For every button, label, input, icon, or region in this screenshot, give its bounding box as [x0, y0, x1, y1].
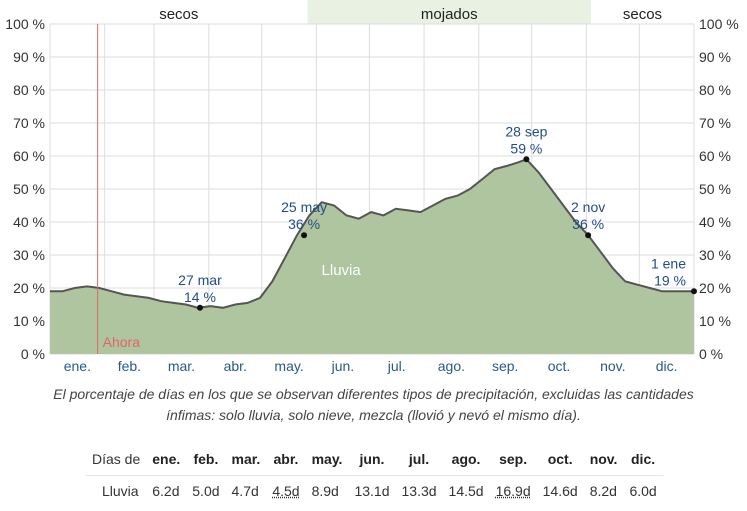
y-tick-left-10: 100 % [5, 16, 45, 32]
table-cell: 5.0d [186, 475, 226, 503]
y-tick-left-6: 60 % [13, 148, 45, 164]
table-cell: 14.5d [442, 475, 490, 503]
y-tick-right-8: 80 % [699, 82, 731, 98]
y-tick-left-9: 90 % [13, 49, 45, 65]
x-tick-5: jun. [331, 358, 355, 374]
y-tick-right-0: 0 % [699, 346, 723, 362]
table-month-header: mar. [231, 451, 261, 467]
rain-days-table: Días de ene. feb. mar. abr. may. jun. jul. ago.… [86, 448, 663, 503]
x-tick-3: abr. [224, 358, 247, 374]
y-tick-left-3: 30 % [13, 247, 45, 263]
table-month-header: sep. [499, 451, 528, 467]
table-month-header: jul. [408, 451, 430, 467]
x-tick-2: mar. [168, 358, 195, 374]
season-bands: secos mojados secos [159, 0, 662, 24]
y-axis-left: 0 % 10 % 20 % 30 % 40 % 50 % 60 % 70 % 80 % 90 % 1… [5, 16, 45, 362]
band-label-0: secos [159, 6, 198, 23]
band-label-2: secos [623, 6, 662, 23]
series-label: Lluvia [322, 262, 362, 279]
table-header-label: Días de [92, 451, 141, 467]
y-tick-right-9: 90 % [699, 49, 731, 65]
table-row-label: Lluvia [86, 475, 147, 503]
annotation-date-1: 25 may [281, 199, 327, 215]
x-tick-11: dic. [656, 358, 678, 374]
y-tick-right-4: 40 % [699, 214, 731, 230]
y-tick-right-3: 30 % [699, 247, 731, 263]
annotation-date-0: 27 mar [178, 272, 222, 288]
annotation-dot-0 [196, 304, 203, 311]
annotation-value-0: 14 % [184, 289, 216, 305]
table-cell: 14.6d [536, 475, 584, 503]
table-month-header: abr. [273, 451, 299, 467]
annotation-dot-3 [585, 232, 592, 239]
chart-caption: El porcentaje de días en los que se obse… [53, 386, 694, 423]
annotation-date-3: 2 nov [571, 199, 605, 215]
x-tick-7: ago. [438, 358, 465, 374]
y-tick-right-7: 70 % [699, 115, 731, 131]
annotation-value-2: 59 % [510, 140, 542, 156]
x-tick-0: ene. [64, 358, 91, 374]
table-cell: 6.2d [146, 475, 187, 503]
table-month-header: ago. [451, 451, 481, 467]
x-tick-4: may. [274, 358, 303, 374]
x-tick-9: oct. [548, 358, 571, 374]
x-tick-8: sep. [492, 358, 518, 374]
y-tick-right-1: 10 % [699, 313, 731, 329]
table-cell: 16.9d [489, 475, 537, 503]
table-cell: 8.2d [583, 475, 624, 503]
table-cell: 4.7d [225, 475, 267, 503]
table-cell: 6.0d [623, 475, 663, 503]
x-tick-1: feb. [118, 358, 141, 374]
annotation-date-2: 28 sep [505, 123, 547, 139]
x-axis: ene. feb. mar. abr. may. jun. jul. ago. sep. oct.… [64, 358, 678, 374]
table-month-header: feb. [193, 451, 219, 467]
y-tick-right-2: 20 % [699, 280, 731, 296]
table-cell: 13.3d [395, 475, 443, 503]
table-month-header: may. [311, 451, 343, 467]
table-cell: 8.9d [305, 475, 349, 503]
table-month-header: nov. [589, 451, 618, 467]
x-tick-6: jul. [387, 358, 406, 374]
precipitation-chart: secos mojados secos Ahora 0 % 10 % 20 % 30 % 4… [5, 0, 739, 374]
annotation-dot-4 [691, 288, 697, 295]
annotation-value-3: 36 % [572, 216, 604, 232]
x-tick-10: nov. [600, 358, 625, 374]
y-tick-right-10: 100 % [699, 16, 739, 32]
table-month-header: oct. [547, 451, 573, 467]
annotation-dot-2 [523, 156, 530, 163]
band-label-1: mojados [421, 6, 478, 23]
table-month-header: dic. [631, 451, 656, 467]
y-tick-left-0: 0 % [21, 346, 45, 362]
y-axis-right: 0 % 10 % 20 % 30 % 40 % 50 % 60 % 70 % 80 % 90 % 1… [699, 16, 739, 362]
y-tick-left-2: 20 % [13, 280, 45, 296]
y-tick-left-5: 50 % [13, 181, 45, 197]
annotation-value-1: 36 % [288, 216, 320, 232]
annotation-dot-1 [301, 232, 308, 239]
y-tick-left-1: 10 % [13, 313, 45, 329]
band-bg-1 [307, 0, 591, 24]
now-label: Ahora [103, 334, 141, 350]
table-cell: 4.5d [266, 475, 306, 503]
y-tick-left-8: 80 % [13, 82, 45, 98]
y-tick-left-7: 70 % [13, 115, 45, 131]
annotation-date-4: 1 ene [651, 255, 686, 271]
lluvia-line [50, 158, 694, 309]
now-marker: Ahora [97, 24, 141, 354]
y-tick-right-5: 50 % [699, 181, 731, 197]
table-month-header: ene. [152, 451, 181, 467]
y-tick-right-6: 60 % [699, 148, 731, 164]
lluvia-area [50, 159, 694, 354]
annotation-value-4: 19 % [654, 272, 686, 288]
y-tick-left-4: 40 % [13, 214, 45, 230]
table-cell: 13.1d [348, 475, 396, 503]
table-month-header: jun. [359, 451, 385, 467]
